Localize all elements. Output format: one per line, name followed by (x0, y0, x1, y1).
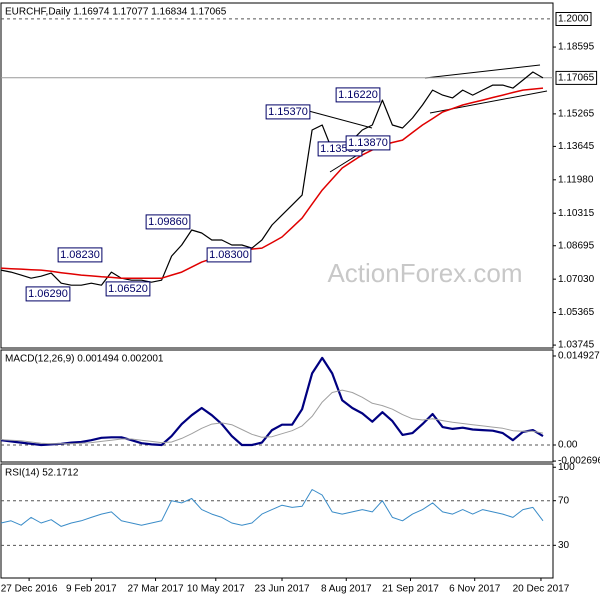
y-tick-label: 1.11980 (558, 174, 594, 185)
y-tick-label: 70 (558, 495, 570, 506)
y-tick-label: 1.13645 (558, 141, 595, 152)
y-tick-label: 0.014927 (558, 351, 600, 362)
annotation: 1.06290 (28, 288, 68, 300)
panel-frame (0, 349, 554, 463)
y-tick-label: 0.00 (558, 440, 578, 451)
label-box (555, 11, 592, 26)
label-box (57, 247, 103, 263)
label-box (206, 247, 252, 263)
triangle-upper (304, 109, 373, 129)
y-tick-label: 1.15265 (558, 109, 595, 120)
annotation: 1.08300 (209, 249, 249, 261)
label-box (145, 214, 191, 230)
x-tick-label: 27 Dec 2016 (1, 584, 58, 595)
x-tick-label: 6 Nov 2017 (449, 584, 501, 595)
series-line (0, 489, 544, 527)
label-box (345, 135, 391, 151)
annotation: 1.15370 (268, 106, 308, 118)
label-box (265, 104, 311, 120)
x-tick-label: 9 Feb 2017 (66, 584, 117, 595)
x-tick-label: 8 Aug 2017 (321, 584, 372, 595)
annotation: 1.16220 (338, 89, 378, 101)
annotation: 1.09860 (148, 216, 188, 228)
label-box (25, 286, 71, 302)
label-box (555, 70, 598, 85)
y-tick-label: 1.10315 (558, 208, 595, 219)
y-tick-label: 1.07030 (558, 274, 595, 285)
label-box (105, 281, 151, 297)
y-tick-label: 1.08695 (558, 240, 595, 251)
panel-title: RSI(14) 52.1712 (5, 468, 79, 479)
x-tick-label: 20 Dec 2017 (513, 584, 570, 595)
x-tick-label: 27 Mar 2017 (127, 584, 184, 595)
series-line (0, 71, 544, 286)
series-line (0, 389, 544, 445)
x-tick-label: 23 Jun 2017 (254, 584, 309, 595)
panel-title: MACD(12,26,9) 0.001494 0.002001 (5, 354, 164, 365)
y-tick-label: 1.18595 (558, 42, 595, 53)
panel-title: EURCHF,Daily 1.16974 1.17077 1.16834 1.1… (5, 7, 227, 18)
panel-frame (0, 2, 554, 349)
annotation: 1.06520 (108, 283, 148, 295)
panel-frame (0, 463, 554, 579)
annotation: 1.13870 (348, 137, 388, 149)
annotation: 1.08230 (60, 249, 100, 261)
series-line (0, 87, 544, 279)
y-tick-label: 100 (558, 462, 575, 473)
price-label: 1.2000 (558, 13, 589, 24)
y-tick-label: -0.002696 (558, 456, 600, 467)
y-tick-label: 30 (558, 540, 570, 551)
label-box (335, 87, 381, 103)
price-label: 1.17065 (558, 72, 595, 83)
channel-upper (424, 64, 541, 79)
x-tick-label: 10 May 2017 (187, 584, 245, 595)
x-tick-label: 21 Sep 2017 (382, 584, 439, 595)
watermark: ActionForex.com (327, 258, 522, 288)
y-tick-label: 1.03745 (558, 340, 595, 351)
y-tick-label: 1.05365 (558, 307, 595, 318)
series-line (0, 356, 544, 447)
